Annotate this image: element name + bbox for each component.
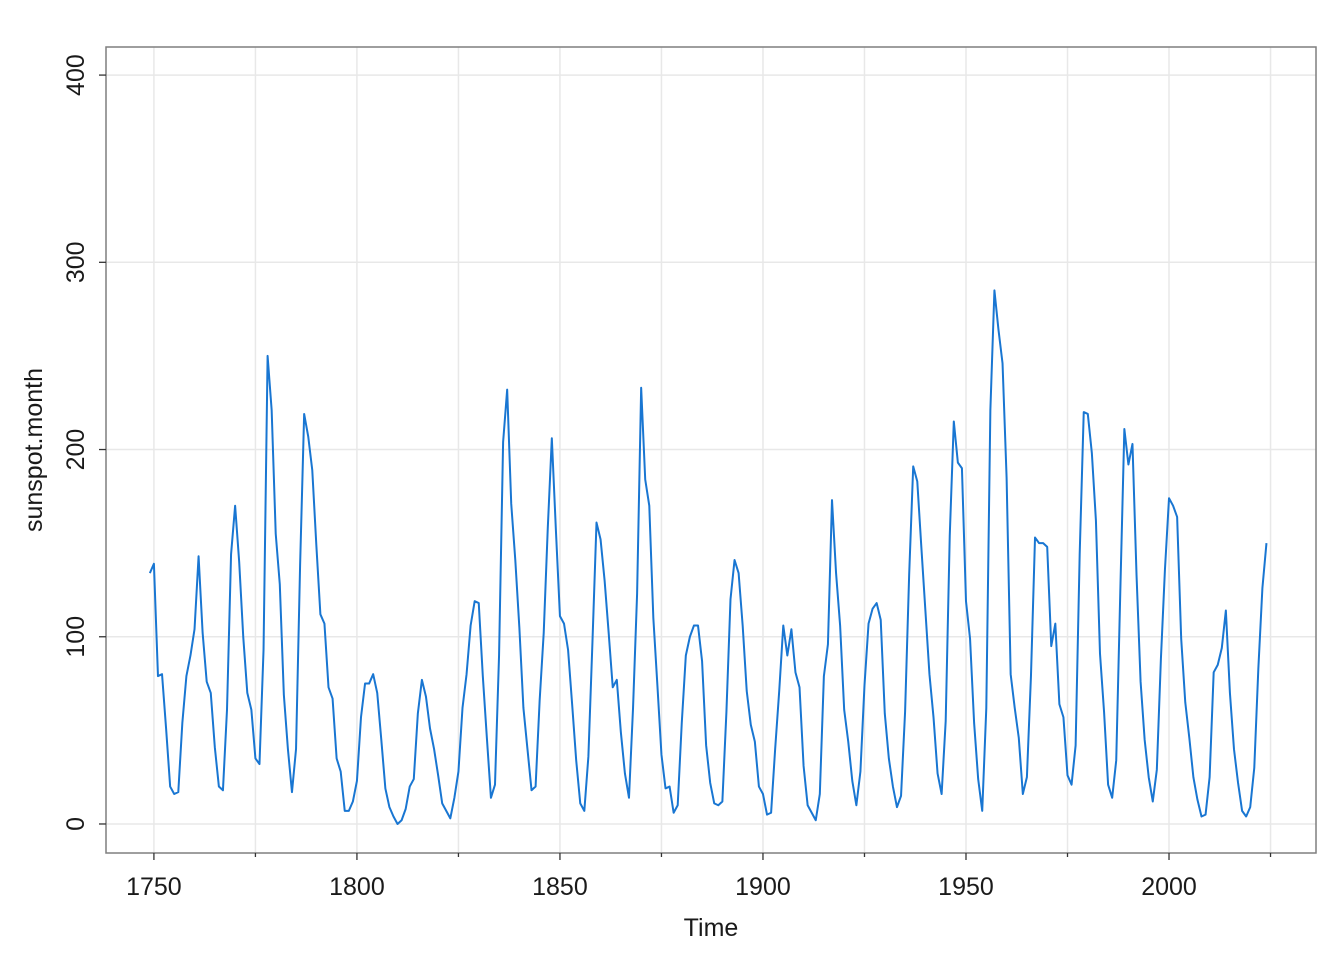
y-tick-label: 0 [62,817,90,831]
x-tick-label: 1800 [329,873,385,901]
x-tick-label: 2000 [1141,873,1197,901]
y-tick-label: 400 [62,54,90,96]
x-tick-label: 1900 [735,873,791,901]
x-axis-label: Time [684,914,739,942]
y-tick-label: 300 [62,241,90,283]
x-tick-label: 1850 [532,873,588,901]
y-axis-label: sunspot.month [20,368,48,532]
data-line [148,289,1268,825]
x-tick-label: 1750 [126,873,182,901]
x-tick-label: 1950 [938,873,994,901]
y-tick-label: 100 [62,616,90,658]
y-tick-label: 200 [62,429,90,471]
